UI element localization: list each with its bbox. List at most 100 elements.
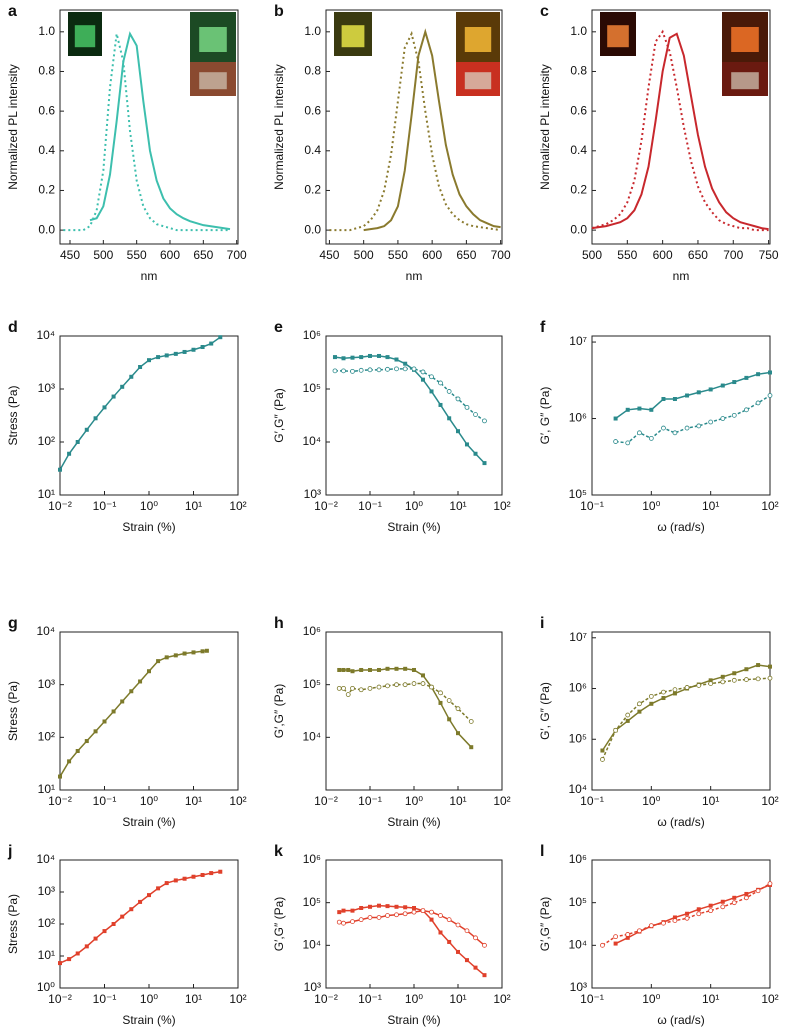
marker [438,930,443,935]
frame [591,631,771,791]
marker [75,749,80,754]
x-tick-label: 10⁰ [140,992,158,1006]
frame [59,631,239,791]
marker [346,667,351,672]
marker [648,923,654,929]
x-tick-label: 10² [229,499,246,513]
marker [755,888,761,894]
marker [468,719,474,724]
x-tick-label: 500 [93,248,113,262]
marker [732,895,737,900]
marker [456,429,460,434]
marker [731,677,737,683]
marker [637,430,642,436]
marker [411,366,417,372]
x-axis-label: nm [141,269,158,283]
marker [138,365,143,370]
y-tick-label: 1.0 [38,24,55,38]
marker [720,679,726,685]
x-tick-label: 650 [193,248,213,262]
y-tick-label: 0.8 [304,64,321,78]
series-line [339,904,485,976]
panel-label: g [8,615,18,632]
y-tick-label: 10⁵ [569,895,587,909]
series-line [59,336,221,471]
marker [182,876,187,881]
marker [385,666,390,671]
marker [743,895,749,901]
marker [376,367,382,373]
marker [218,869,223,874]
marker [218,335,223,340]
x-axis-label: Strain (%) [122,1013,175,1027]
marker [696,907,701,912]
marker [350,908,355,913]
y-tick-label: 0.2 [38,183,55,197]
y-tick-label: 10³ [38,381,55,395]
marker [429,909,434,915]
x-tick-label: 10⁻¹ [93,992,117,1006]
marker [743,407,749,413]
marker [58,467,62,472]
y-tick-label: 0.2 [570,183,587,197]
marker [438,690,443,696]
panel-label: j [7,843,12,860]
marker [350,355,355,360]
x-tick-label: 10⁻² [314,992,338,1006]
marker [696,390,701,395]
x-tick-label: 10² [761,499,778,513]
x-tick-label: 10² [493,794,510,808]
x-tick-label: 10¹ [702,992,719,1006]
marker [204,648,209,653]
x-axis-label: ω (rad/s) [657,815,704,829]
y-tick-label: 10⁵ [303,677,321,691]
marker [685,911,690,916]
inset-glow [341,25,365,48]
x-tick-label: 10⁻² [314,794,338,808]
x-tick-label: 10⁰ [405,499,423,513]
marker [648,693,654,699]
marker [411,909,417,915]
y-tick-label: 10⁶ [303,852,321,866]
marker [613,934,619,940]
frame [325,631,503,791]
x-tick-label: 10⁻¹ [580,992,604,1006]
marker [376,667,381,672]
y-tick-label: 10⁷ [569,630,587,644]
marker [672,918,678,923]
y-tick-label: 0.0 [38,222,55,236]
marker [672,430,678,436]
y-tick-label: 10¹ [38,948,55,962]
marker [672,691,677,696]
series-line [602,882,771,946]
marker [429,684,434,690]
x-tick-label: 10⁻² [48,794,72,808]
marker [613,941,618,946]
marker [341,356,346,361]
marker [120,914,125,919]
marker [84,944,89,949]
marker [120,699,125,704]
marker [111,709,116,714]
marker [625,712,631,718]
marker [58,774,62,779]
marker [473,412,478,417]
marker [191,650,196,655]
marker [67,957,72,962]
y-tick-label: 10⁵ [303,895,321,909]
marker [402,682,408,688]
marker [708,387,713,392]
y-tick-label: 10² [38,916,55,930]
x-tick-label: 500 [354,248,374,262]
inset-glow [199,27,227,52]
marker [625,935,630,940]
x-tick-label: 700 [227,248,247,262]
y-tick-label: 0.0 [570,222,587,236]
marker [613,439,619,444]
marker [429,389,434,394]
x-tick-label: 10⁰ [642,992,660,1006]
y-axis-label: G′,G″ (Pa) [272,897,286,952]
y-tick-label: 10⁴ [302,434,321,448]
marker [111,922,116,926]
